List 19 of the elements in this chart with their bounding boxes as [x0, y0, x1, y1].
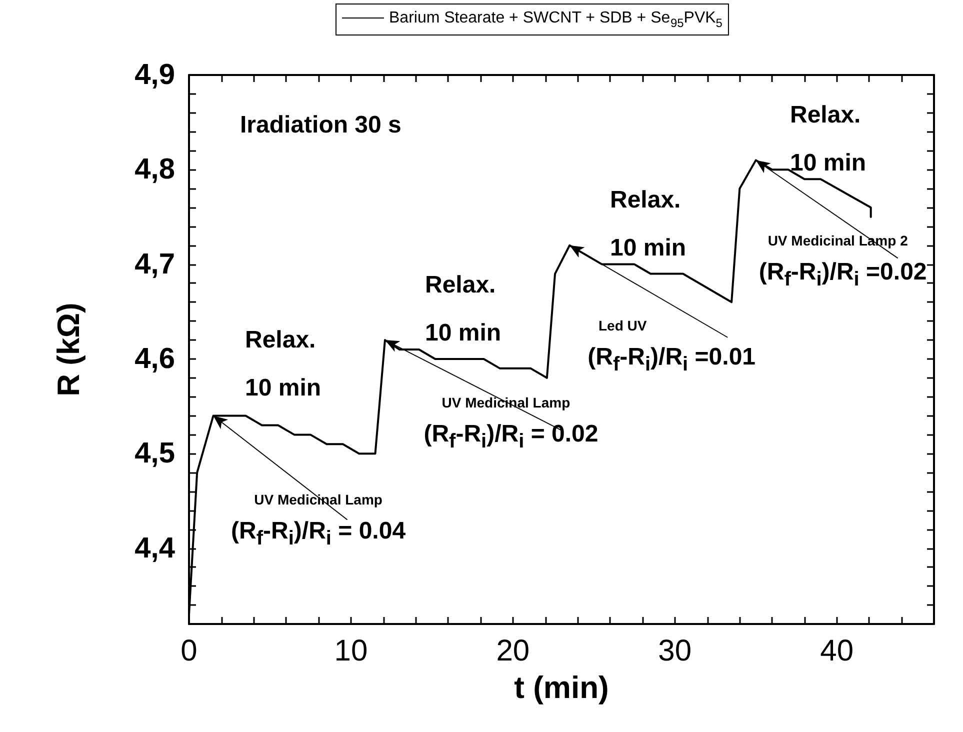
y-tick-label: 4,6 — [134, 342, 175, 375]
x-tick-label: 20 — [496, 634, 530, 668]
annotation: Iradiation 30 s — [240, 112, 402, 138]
y-tick-label: 4,4 — [134, 532, 175, 564]
x-tick-label: 0 — [180, 634, 198, 668]
annotation: Relax. 10 min — [610, 186, 686, 262]
x-tick-label: 10 — [334, 634, 368, 668]
x-tick-label: 40 — [820, 634, 854, 668]
annotation: Relax. 10 min — [245, 326, 322, 402]
annotation: Relax. 10 min — [790, 102, 866, 176]
y-tick-label: 4,7 — [134, 248, 175, 280]
x-tick-label: 30 — [658, 634, 692, 668]
y-tick-label: 4,8 — [134, 154, 175, 186]
annotation: Led UV (R$_{f}$-R$_{i}$)/R$_{i}$ =0.01 — [586, 316, 756, 378]
y-tick-label: 4,9 — [134, 59, 175, 91]
y-axis-title: R (kΩ) — [51, 302, 86, 396]
x-axis-title: t (min) — [514, 670, 609, 705]
annotation: Relax. 10 min — [425, 272, 502, 346]
y-tick-label: 4,5 — [134, 438, 175, 470]
